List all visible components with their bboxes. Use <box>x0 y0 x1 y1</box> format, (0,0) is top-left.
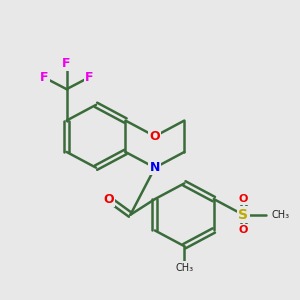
Text: O: O <box>103 193 114 206</box>
Text: O: O <box>238 226 248 236</box>
Text: F: F <box>85 71 93 84</box>
Text: CH₃: CH₃ <box>175 263 194 273</box>
Text: F: F <box>62 57 71 70</box>
Text: N: N <box>150 161 160 174</box>
Text: F: F <box>40 71 48 84</box>
Text: O: O <box>150 130 160 143</box>
Text: O: O <box>238 194 248 204</box>
Text: S: S <box>238 208 248 222</box>
Text: CH₃: CH₃ <box>272 210 290 220</box>
